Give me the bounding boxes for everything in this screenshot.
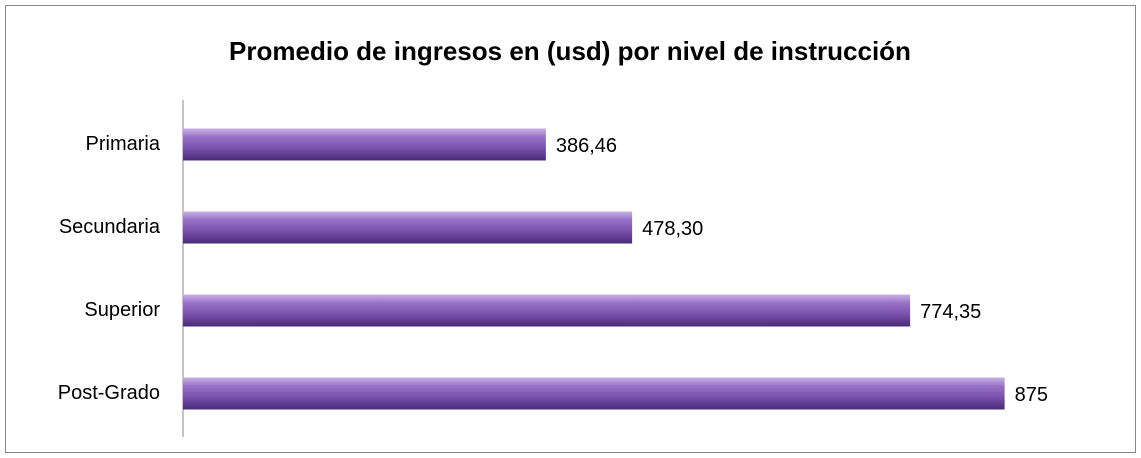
bar [183,128,546,161]
y-tick-label: Post-Grado [58,382,160,404]
value-label: 774,35 [920,301,981,323]
y-tick-label: Secundaria [59,216,161,238]
y-tick-label: Primaria [86,133,161,155]
bar [183,294,911,327]
bar [183,377,1005,410]
value-label: 386,46 [556,135,617,157]
value-label: 478,30 [642,218,703,240]
chart-title: Promedio de ingresos en (usd) por nivel … [229,36,911,66]
value-label: 875 [1015,384,1048,406]
bar [183,211,633,244]
y-tick-label: Superior [84,299,160,321]
